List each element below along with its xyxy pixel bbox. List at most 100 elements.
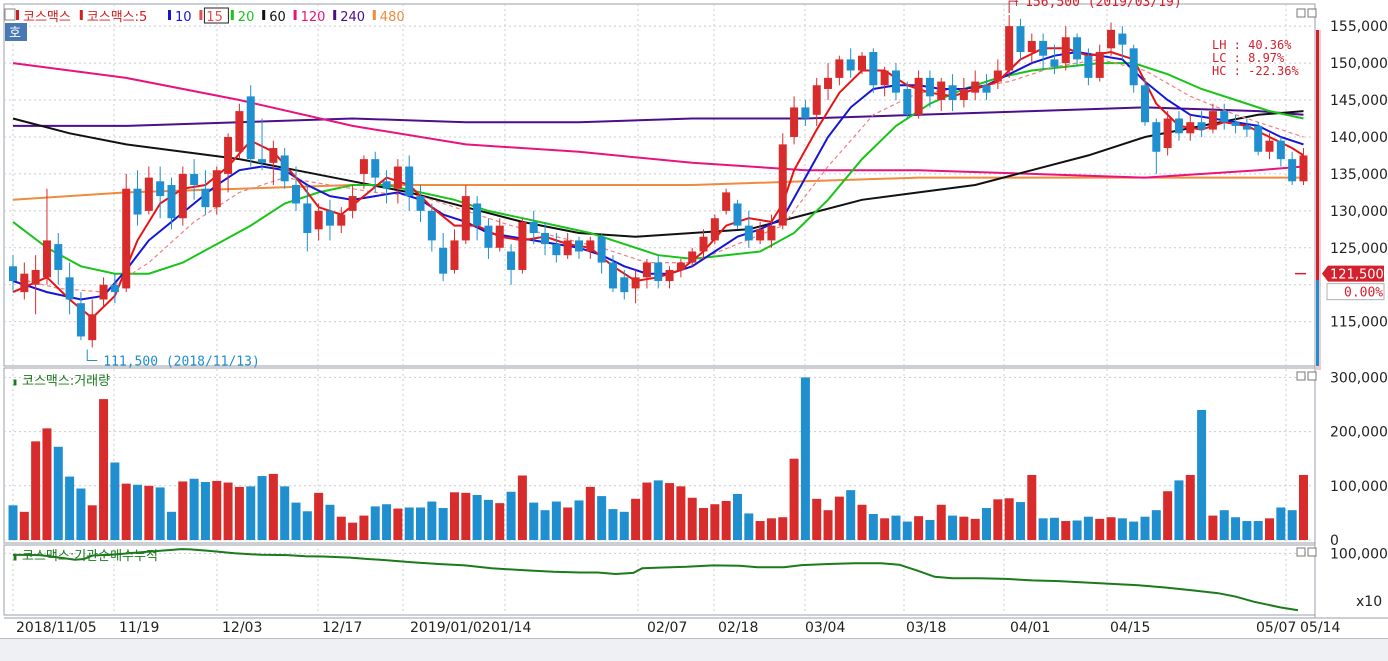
- stats-line: LC : 8.97%: [1212, 51, 1285, 65]
- volume-bar: [336, 516, 346, 540]
- volume-bar: [563, 507, 573, 540]
- candle-body: [88, 314, 97, 341]
- x-axis-label: 02/18: [718, 620, 758, 636]
- legend-item-4: 20: [238, 10, 255, 25]
- candle: [563, 233, 572, 259]
- inst-legend-swatch: ▮: [12, 552, 18, 563]
- volume-bar: [1049, 517, 1059, 540]
- candle-body: [1107, 29, 1116, 49]
- candle-body: [688, 251, 697, 263]
- volume-bar: [970, 518, 980, 540]
- volume-bar: [1174, 480, 1184, 540]
- legend-swatch: [79, 10, 83, 20]
- candle: [733, 199, 742, 230]
- candle-body: [99, 284, 108, 300]
- ma-line-15: [12, 58, 1304, 293]
- volume-bar: [348, 522, 358, 540]
- panel-maximize-icon[interactable]: [1307, 8, 1317, 18]
- volume-bar: [110, 462, 120, 540]
- candle: [303, 185, 312, 252]
- panel-maximize-icon[interactable]: [1307, 371, 1317, 381]
- volume-bar: [732, 493, 742, 540]
- x-axis-label: 12/17: [322, 620, 362, 636]
- volume-bar: [868, 513, 878, 540]
- legend-selected-box[interactable]: [203, 7, 229, 24]
- candle: [156, 166, 165, 219]
- volume-bar: [665, 483, 675, 540]
- candle-body: [54, 244, 63, 270]
- candle-body: [1186, 122, 1195, 134]
- horizontal-scrollbar[interactable]: [0, 638, 1388, 661]
- volume-bar: [472, 495, 482, 540]
- volume-bar: [246, 486, 256, 540]
- candle: [382, 170, 391, 204]
- candle: [427, 203, 436, 252]
- candle-body: [212, 170, 221, 208]
- candle: [1061, 26, 1070, 71]
- candle-body: [1231, 122, 1240, 126]
- panel-minimize-icon[interactable]: [1296, 8, 1306, 18]
- volume-bar: [721, 500, 731, 540]
- volume-bar: [755, 521, 765, 540]
- panel-maximize-icon[interactable]: [1307, 547, 1317, 557]
- volume-bar: [676, 486, 686, 540]
- volume-bar: [812, 498, 822, 540]
- candle-body: [405, 166, 414, 197]
- candle: [1027, 33, 1036, 64]
- candle: [258, 118, 267, 171]
- x-axis-label: 04/01: [1010, 620, 1050, 636]
- volume-bar: [1185, 474, 1195, 540]
- candle-body: [450, 240, 459, 270]
- candle-body: [518, 221, 527, 270]
- volume-bar: [982, 508, 992, 540]
- volume-bar: [1106, 517, 1116, 540]
- candle: [1039, 33, 1048, 71]
- candle-body: [1163, 118, 1172, 149]
- legend-item-0: 코스맥스: [23, 10, 71, 25]
- volume-bar: [449, 492, 459, 540]
- volume-bar: [291, 502, 301, 540]
- candle-body: [144, 177, 153, 211]
- candle: [586, 236, 595, 259]
- candle-body: [348, 196, 357, 211]
- legend-item-8: 480: [380, 10, 405, 25]
- candle: [1197, 111, 1206, 137]
- candle-body: [575, 240, 583, 252]
- panel-minimize-icon[interactable]: [1296, 547, 1306, 557]
- volume-bar: [200, 482, 210, 540]
- legend-swatch: [333, 10, 337, 20]
- stats-line: LH : 40.36%: [1212, 38, 1292, 52]
- volume-bar: [302, 511, 312, 540]
- candle-body: [1220, 111, 1229, 123]
- volume-bar: [642, 482, 652, 540]
- candle: [654, 255, 663, 289]
- candle-body: [1299, 155, 1308, 182]
- candle-body: [1050, 59, 1059, 67]
- candle: [880, 66, 889, 97]
- candle: [993, 59, 1002, 89]
- candle-body: [948, 85, 957, 101]
- volume-bar: [314, 492, 324, 540]
- volume-bar: [914, 516, 924, 540]
- volume-bar: [699, 508, 709, 540]
- candle-body: [427, 210, 436, 241]
- candle: [948, 74, 957, 112]
- legend-swatch: [230, 10, 234, 20]
- candle: [1288, 151, 1297, 185]
- candle: [1163, 111, 1172, 156]
- candle: [1174, 111, 1183, 141]
- candle: [1208, 103, 1217, 134]
- panel-minimize-icon[interactable]: [1296, 371, 1306, 381]
- volume-bar: [1004, 498, 1014, 540]
- candle-body: [563, 240, 572, 256]
- volume-bar: [427, 501, 437, 540]
- candle: [99, 277, 108, 307]
- volume-bar: [1253, 521, 1263, 540]
- candle: [42, 188, 51, 285]
- candle: [122, 173, 131, 293]
- volume-bar: [1287, 510, 1297, 540]
- window-menu-icon[interactable]: [4, 8, 16, 21]
- volume-bar: [76, 488, 86, 540]
- candle-body: [891, 70, 900, 93]
- volume-bar: [31, 441, 41, 540]
